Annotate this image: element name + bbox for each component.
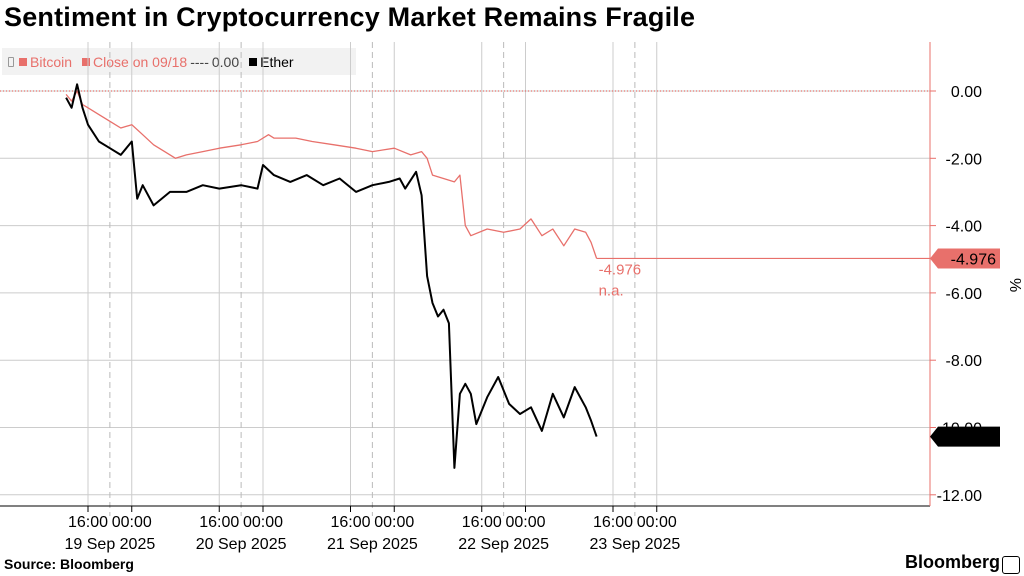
- grid: [0, 42, 930, 516]
- y-tick-label: 0.00: [951, 84, 982, 101]
- last-value-label-bitcoin: -4.976: [951, 251, 996, 268]
- x-tick-label: 00:00: [374, 514, 414, 531]
- x-tick-label: 00:00: [112, 514, 152, 531]
- bitcoin-swatch: [19, 57, 27, 66]
- y-tick-label: -8.00: [946, 353, 983, 370]
- bitcoin-end-na: n.a.: [599, 282, 624, 299]
- x-tick-label: 16:00: [462, 514, 502, 531]
- legend-item-close[interactable]: Close on 09/18 ---- 0.00: [82, 54, 239, 70]
- legend-close-value: 0.00: [211, 53, 240, 70]
- series-line-bitcoin: [65, 90, 598, 259]
- y-tick-label: -2.00: [946, 151, 983, 168]
- x-date-label: 21 Sep 2025: [327, 536, 418, 553]
- ether-swatch: [249, 57, 258, 66]
- series-group: [0, 83, 930, 469]
- y-tick-label: -12.00: [937, 488, 982, 505]
- legend-bitcoin-label: Bitcoin: [30, 53, 73, 70]
- x-tick-label: 16:00: [68, 514, 108, 531]
- last-value-tag-bitcoin: [930, 248, 1000, 269]
- brand-icon: [1002, 556, 1020, 574]
- marker-icon: [8, 56, 14, 67]
- close-swatch: [82, 57, 91, 66]
- value-labels: -4.976 n.a. -4.976 -10.27: [599, 248, 1000, 447]
- x-tick-label: 00:00: [505, 514, 545, 531]
- legend-close-dash: ----: [190, 53, 209, 70]
- legend-item-ether[interactable]: Ether: [249, 53, 294, 70]
- chart-title: Sentiment in Cryptocurrency Market Remai…: [4, 2, 696, 32]
- series-line-ether: [65, 83, 598, 469]
- x-date-label: 22 Sep 2025: [458, 536, 549, 553]
- y-axis-unit-label: %: [1006, 278, 1023, 292]
- legend: Bitcoin Close on 09/18 ---- 0.00 Ether: [2, 48, 356, 75]
- last-value-tag-ether: [930, 426, 1000, 447]
- x-axis: 16:00 00:00 16:00 00:00 16:00 00:00 16:00 00:00…: [0, 505, 930, 553]
- last-value-label-ether: -10.27: [951, 430, 996, 447]
- brand-logo: Bloomberg: [904, 552, 1000, 572]
- legend-close-label: Close on 09/18: [93, 53, 188, 70]
- x-date-label: 20 Sep 2025: [196, 536, 287, 553]
- x-tick-label: 16:00: [199, 514, 239, 531]
- x-tick-label: 00:00: [637, 514, 677, 531]
- legend-item-bitcoin[interactable]: Bitcoin: [8, 54, 72, 70]
- legend-ether-label: Ether: [260, 53, 294, 70]
- x-date-label: 19 Sep 2025: [65, 536, 156, 553]
- y-tick-label: -4.00: [946, 219, 983, 236]
- x-date-label: 23 Sep 2025: [590, 536, 681, 553]
- source-note: Source: Bloomberg: [4, 556, 134, 572]
- y-tick-label: -6.00: [946, 286, 983, 303]
- x-tick-label: 16:00: [593, 514, 633, 531]
- bitcoin-end-value: -4.976: [599, 261, 642, 278]
- x-tick-label: 00:00: [243, 514, 283, 531]
- x-tick-label: 16:00: [330, 514, 370, 531]
